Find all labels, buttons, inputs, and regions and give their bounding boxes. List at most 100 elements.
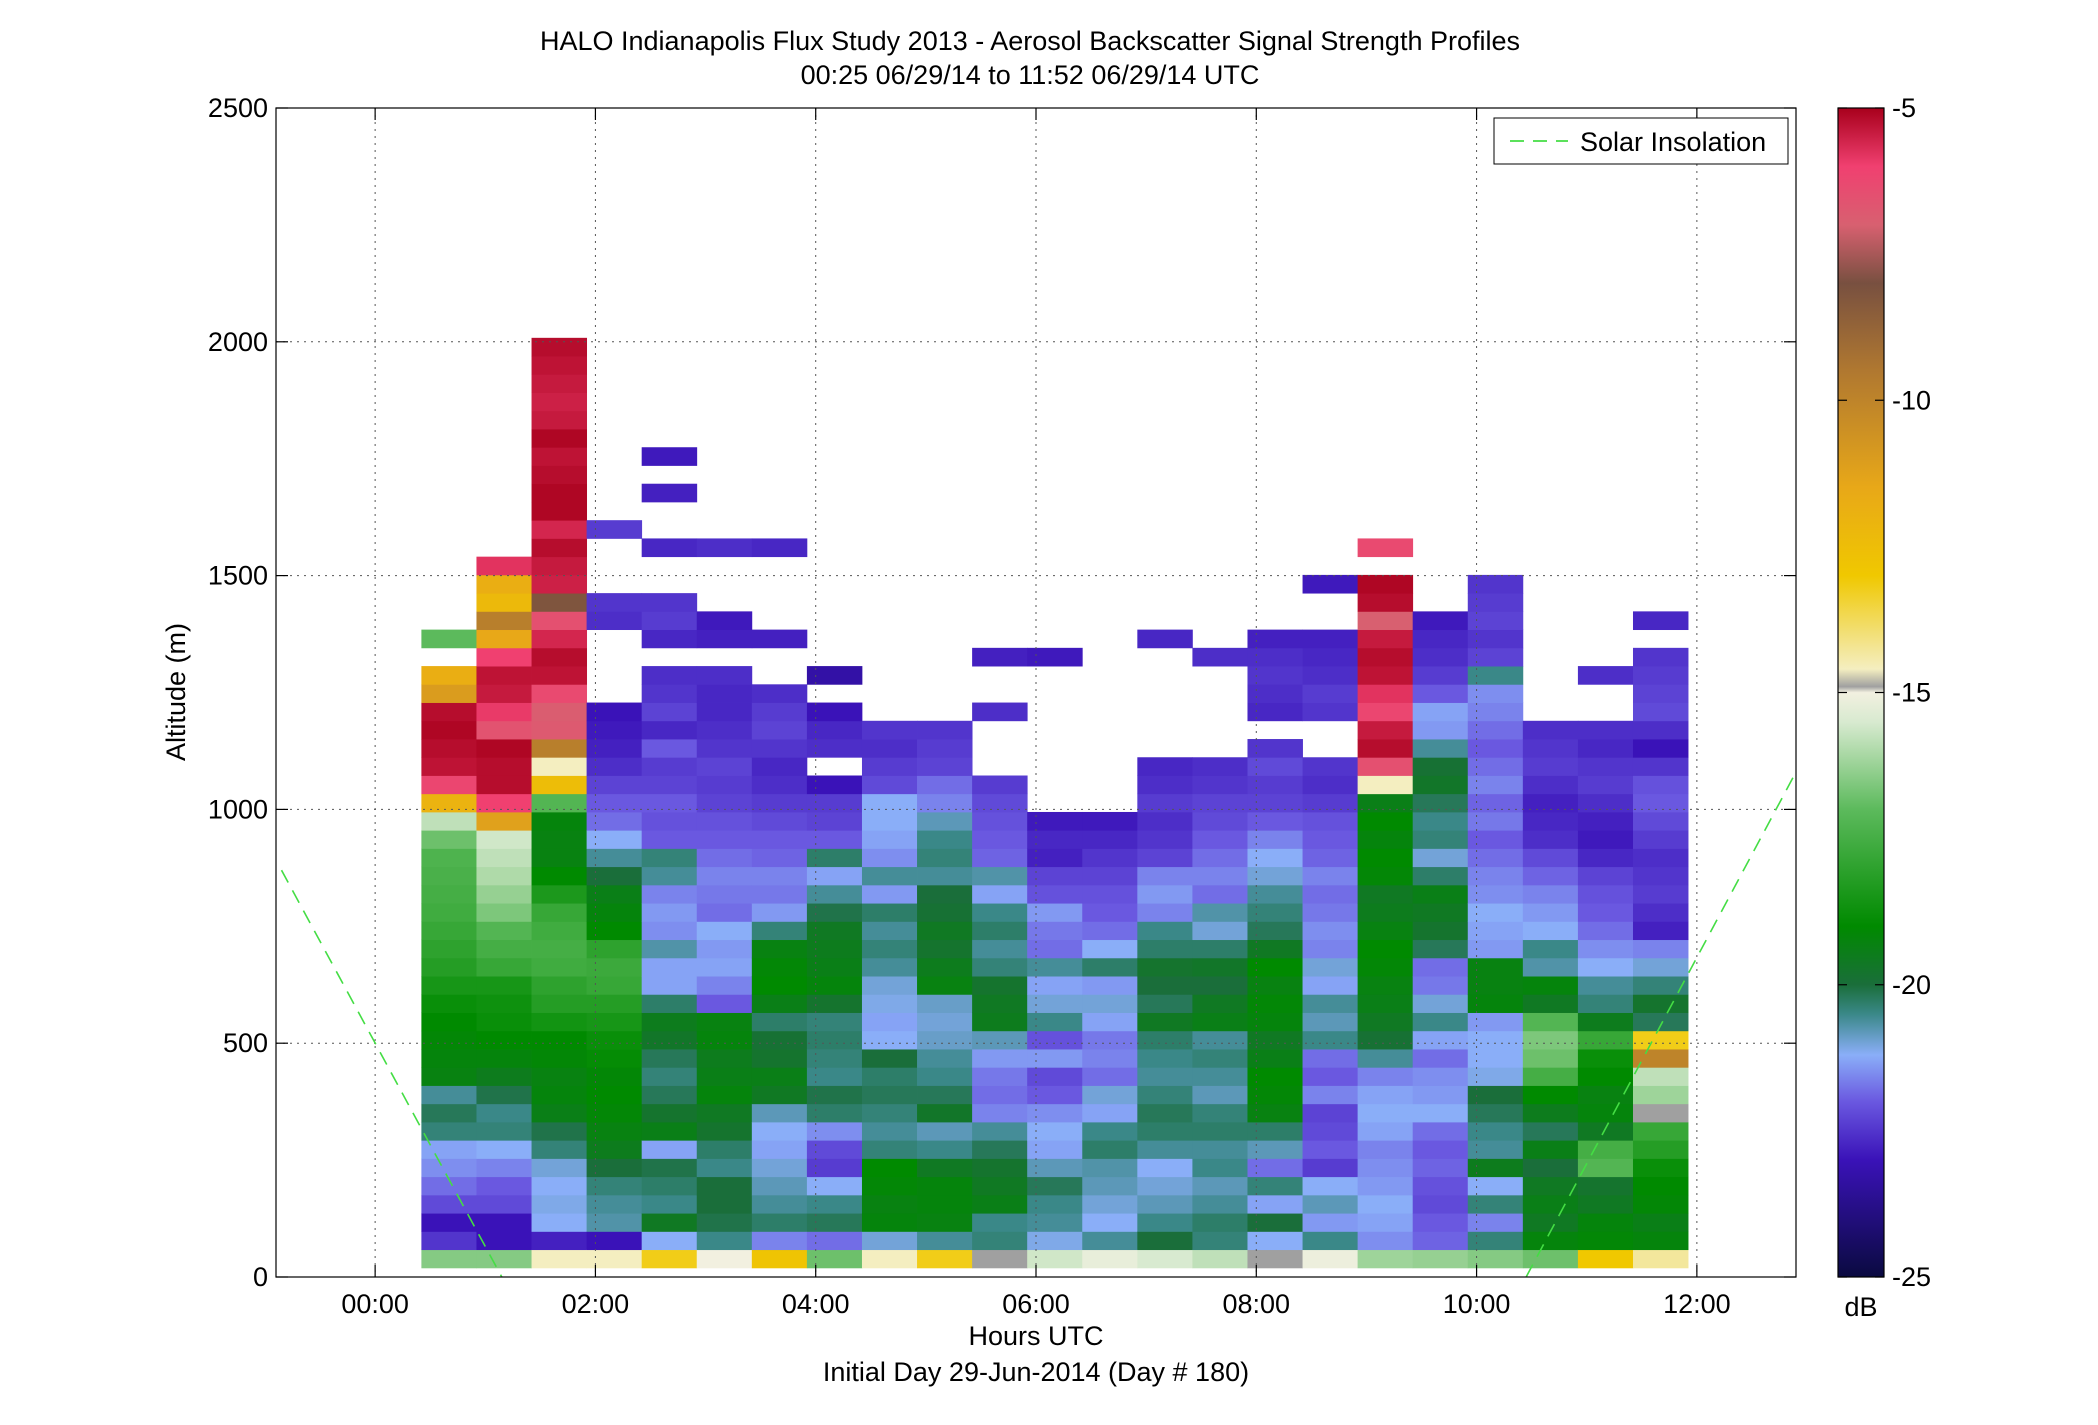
heatmap-cell	[696, 1103, 753, 1123]
heatmap-cell	[1467, 793, 1524, 813]
heatmap-cell	[917, 1067, 973, 1086]
heatmap-cell	[531, 848, 588, 868]
heatmap-cell	[1357, 793, 1414, 813]
heatmap-cell	[751, 939, 808, 959]
heatmap-cell	[1467, 757, 1524, 776]
heatmap-cell	[641, 884, 698, 904]
heatmap-cell	[696, 775, 753, 795]
heatmap-cell	[1632, 775, 1689, 795]
heatmap-cell	[1632, 702, 1689, 722]
heatmap-cell	[1632, 757, 1689, 776]
heatmap-cell	[751, 884, 808, 904]
heatmap-cell	[806, 1049, 863, 1068]
heatmap-cell	[696, 848, 753, 868]
heatmap-cell	[586, 1158, 643, 1178]
heatmap-cell	[531, 666, 588, 685]
heatmap-cell	[1412, 1121, 1469, 1141]
heatmap-cell	[476, 994, 532, 1013]
heatmap-cell	[1522, 720, 1579, 740]
x-axis-ticks: 00:00 02:00 04:00 06:00 08:00 10:00 12:00	[341, 108, 1731, 1319]
heatmap-cell	[1247, 1231, 1303, 1251]
heatmap-cell	[1467, 629, 1524, 649]
heatmap-cell	[696, 903, 753, 922]
heatmap-cell	[1412, 739, 1469, 758]
heatmap-cell	[1192, 1140, 1248, 1159]
heatmap-cell	[806, 1103, 863, 1123]
heatmap-cell	[1522, 1231, 1579, 1251]
heatmap-cell	[1522, 884, 1579, 904]
heatmap-cell	[1412, 1085, 1469, 1105]
heatmap-cell	[1027, 1213, 1083, 1232]
heatmap-cell	[531, 392, 588, 412]
heatmap-cell	[1412, 939, 1469, 959]
heatmap-cell	[1137, 1249, 1193, 1269]
heatmap-cell	[531, 1213, 588, 1232]
heatmap-cell	[1027, 1249, 1083, 1269]
heatmap-cell	[861, 1067, 918, 1086]
heatmap-cell	[972, 976, 1028, 995]
heatmap-cell	[696, 1030, 753, 1050]
heatmap-cell	[1027, 1085, 1083, 1105]
heatmap-cell	[531, 775, 588, 795]
heatmap-cell	[1027, 1140, 1083, 1159]
heatmap-cell	[1522, 1213, 1579, 1232]
heatmap-cell	[972, 903, 1028, 922]
heatmap-cell	[1027, 1194, 1083, 1214]
heatmap-cell	[696, 666, 753, 685]
heatmap-cell	[1522, 1121, 1579, 1141]
heatmap-cell	[972, 1231, 1028, 1251]
heatmap-cell	[1632, 1121, 1689, 1141]
heatmap-cell	[1302, 1249, 1359, 1269]
heatmap-cell	[1467, 775, 1524, 795]
heatmap-cell	[806, 666, 863, 685]
heatmap-cell	[751, 1012, 808, 1032]
heatmap-cell	[641, 957, 698, 977]
heatmap-cell	[641, 939, 698, 959]
heatmap-cell	[1467, 739, 1524, 758]
heatmap-cell	[751, 1067, 808, 1086]
heatmap-cell	[1412, 1231, 1469, 1251]
heatmap-cell	[586, 903, 643, 922]
heatmap-cell	[1302, 1194, 1359, 1214]
heatmap-cell	[861, 811, 918, 831]
heatmap-cell	[1577, 1067, 1634, 1086]
heatmap-cell	[1412, 1030, 1469, 1050]
heatmap-cell	[1247, 1103, 1303, 1123]
heatmap-cell	[1357, 538, 1414, 558]
heatmap-cell	[1192, 811, 1248, 831]
heatmap-cell	[1137, 793, 1193, 813]
heatmap-cell	[1522, 903, 1579, 922]
heatmap-cell	[1522, 866, 1579, 886]
heatmap-cell	[1137, 866, 1193, 886]
heatmap-cell	[972, 1213, 1028, 1232]
heatmap-cell	[917, 848, 973, 868]
heatmap-cell	[421, 957, 477, 977]
heatmap-cell	[917, 1030, 973, 1050]
heatmap-cell	[1137, 884, 1193, 904]
heatmap-cell	[1632, 1213, 1689, 1232]
heatmap-cell	[972, 647, 1028, 667]
heatmap-cell	[1137, 1194, 1193, 1214]
heatmap-cell	[972, 1121, 1028, 1141]
heatmap-cell	[972, 957, 1028, 977]
heatmap-cell	[917, 739, 973, 758]
heatmap-cell	[696, 1249, 753, 1269]
heatmap-cell	[1247, 884, 1303, 904]
heatmap-cell	[1357, 884, 1414, 904]
heatmap-cell	[586, 921, 643, 941]
heatmap-cell	[1412, 684, 1469, 703]
x-tick-label: 00:00	[341, 1289, 409, 1319]
heatmap-cell	[531, 1140, 588, 1159]
heatmap-cell	[1412, 884, 1469, 904]
heatmap-cell	[1577, 1140, 1634, 1159]
y-tick-label: 2500	[208, 93, 268, 123]
heatmap-cell	[751, 1121, 808, 1141]
heatmap-cell	[972, 830, 1028, 849]
heatmap-cell	[1027, 811, 1083, 831]
colorbar-tick-label: -15	[1892, 678, 1931, 708]
heatmap-cell	[1632, 1140, 1689, 1159]
heatmap-cell	[531, 957, 588, 977]
heatmap-cell	[1357, 830, 1414, 849]
heatmap-cell	[806, 1249, 863, 1269]
